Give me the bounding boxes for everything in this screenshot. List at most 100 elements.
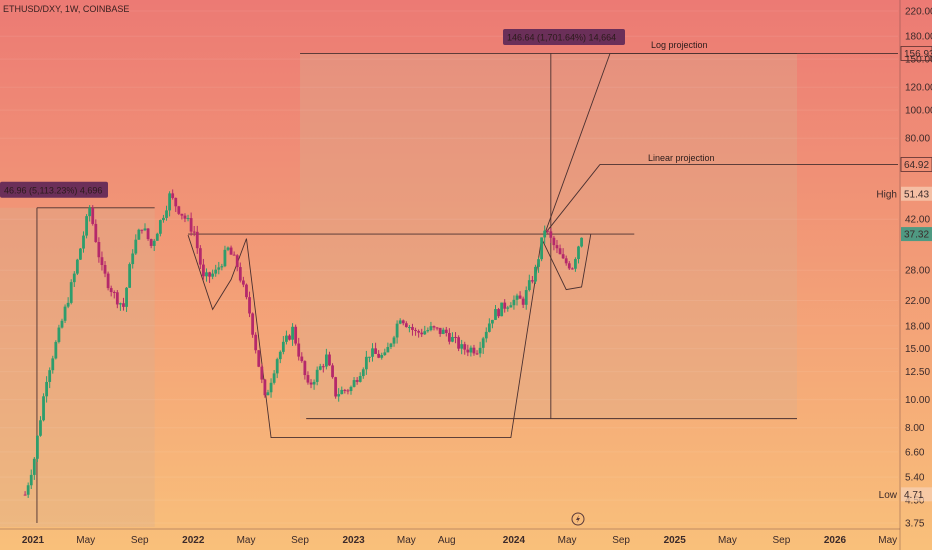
candle-body: [371, 348, 374, 357]
candle: [220, 263, 224, 271]
candle: [558, 244, 562, 255]
price-label-bg: [900, 46, 932, 61]
candle-body: [383, 352, 387, 356]
candle: [355, 377, 359, 385]
candle-body: [263, 379, 267, 396]
candle-body: [23, 494, 27, 496]
grid-layer: [0, 10, 898, 524]
candle-body: [180, 213, 184, 216]
candle-body: [426, 330, 430, 332]
candle-body: [202, 264, 205, 277]
candle-body: [131, 253, 135, 265]
candle-body: [300, 356, 304, 362]
price-label-text: 64.92: [904, 160, 929, 171]
candle: [318, 363, 322, 371]
candle-body: [245, 284, 248, 298]
candle-body: [278, 351, 282, 360]
candle-body: [257, 350, 261, 367]
candle-body: [432, 326, 436, 328]
candle: [312, 379, 316, 390]
candle: [260, 363, 264, 384]
candle: [32, 457, 36, 480]
candle: [368, 356, 371, 363]
candle-body: [454, 336, 457, 338]
candle-body: [324, 354, 328, 367]
candle: [288, 334, 291, 341]
candle: [543, 225, 547, 244]
measure-label-2: 146.64 (1,701.64%) 14,664: [503, 29, 625, 45]
candle-body: [192, 231, 196, 233]
candle-body: [574, 259, 577, 269]
candle-body: [346, 390, 350, 392]
candle: [285, 330, 288, 345]
candle-body: [567, 263, 571, 269]
candle-body: [411, 327, 414, 330]
candle-body: [318, 366, 322, 370]
candle-body: [29, 474, 33, 486]
candle: [106, 271, 110, 291]
candle: [198, 245, 202, 270]
candle-body: [463, 344, 467, 350]
candle: [94, 219, 98, 243]
candle: [162, 214, 165, 223]
candle-body: [260, 366, 264, 380]
candle: [500, 302, 504, 317]
candle-body: [389, 343, 393, 347]
candle: [352, 377, 356, 388]
candle: [195, 225, 199, 254]
candle-body: [165, 210, 168, 218]
candle-body: [429, 326, 433, 331]
candle-body: [414, 329, 417, 332]
candle-body: [374, 348, 377, 354]
candle: [361, 367, 365, 379]
price-label: High 51.43: [876, 186, 932, 201]
candle-body: [266, 392, 270, 396]
candle-body: [88, 207, 92, 217]
symbol-title: ETHUSD/DXY, 1W, COINBASE: [3, 4, 129, 14]
candle-body: [66, 302, 70, 307]
price-label-text: 51.43: [904, 189, 929, 200]
candle: [309, 379, 313, 389]
x-tick-label: May: [878, 535, 897, 546]
candle: [457, 335, 460, 352]
candle: [398, 318, 402, 325]
candle: [241, 276, 245, 288]
candle-body: [220, 266, 224, 268]
candle-body: [438, 327, 442, 334]
candle-body: [275, 359, 279, 374]
candle: [51, 355, 55, 374]
candle: [337, 388, 341, 402]
candle: [420, 328, 424, 338]
candle: [278, 350, 282, 364]
lightning-icon[interactable]: [571, 512, 585, 526]
candle: [574, 257, 577, 272]
candle: [506, 305, 510, 312]
candle-body: [543, 230, 547, 238]
candle-body: [119, 303, 122, 305]
candle: [374, 342, 377, 355]
candle-body: [217, 267, 221, 270]
candle-body: [214, 269, 218, 274]
candle-body: [368, 356, 371, 358]
y-tick-label: 22.00: [905, 296, 930, 307]
candle: [245, 283, 248, 300]
candle: [155, 232, 159, 241]
candle-body: [364, 356, 368, 370]
candle-body: [343, 389, 347, 391]
candle-body: [51, 358, 55, 371]
candle-body: [79, 248, 82, 260]
x-axis[interactable]: 2021 May Sep 2022 May Sep 2023 May Aug 2024 May Sep…: [0, 528, 900, 546]
candle: [561, 248, 565, 260]
y-tick-label: 8.00: [905, 423, 925, 434]
x-tick-label: Sep: [131, 535, 149, 546]
candle-body: [417, 331, 421, 333]
candle-body: [297, 343, 301, 357]
candle: [171, 189, 175, 200]
candle: [97, 237, 101, 263]
x-tick-label: Aug: [438, 535, 456, 546]
candle: [211, 269, 215, 280]
candle-body: [211, 273, 215, 277]
candle: [524, 286, 528, 310]
price-label: 37.32: [901, 227, 932, 242]
